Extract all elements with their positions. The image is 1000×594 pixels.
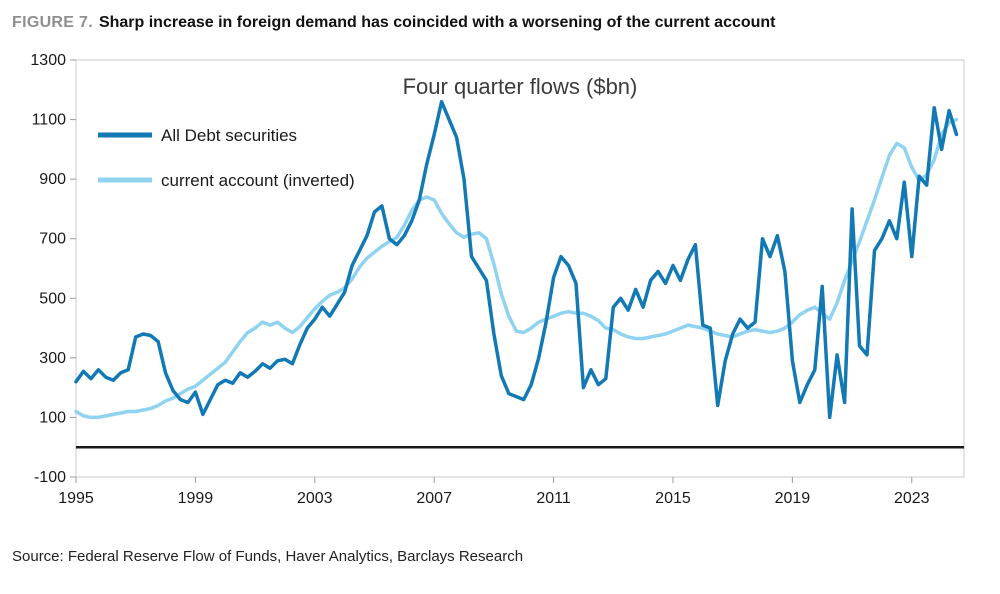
line-chart: -100 100 300 500 700 900 1100 1300 1995 1999 2003 2… xyxy=(14,52,989,532)
series-line-all-debt-securities xyxy=(74,99,959,420)
plot-border xyxy=(75,59,965,478)
x-tick-label: 2023 xyxy=(894,490,930,507)
legend-label-1: current account (inverted) xyxy=(161,171,355,190)
series-line-current-account-inverted xyxy=(74,117,959,420)
x-tick-label: 2003 xyxy=(297,490,333,507)
y-tick-label: 500 xyxy=(39,290,66,307)
y-tick-label: 100 xyxy=(39,409,66,426)
y-tick-label: 300 xyxy=(39,350,66,367)
figure-header: FIGURE 7. Sharp increase in foreign deman… xyxy=(12,12,988,34)
y-tick-label: 1300 xyxy=(30,52,66,69)
x-tick-label: 2019 xyxy=(775,490,811,507)
source-note: Source: Federal Reserve Flow of Funds, H… xyxy=(12,548,524,565)
chart-canvas: -100 100 300 500 700 900 1100 1300 1995 1999 2003 2… xyxy=(30,52,965,507)
x-tick-label: 2011 xyxy=(536,490,571,507)
figure-label: FIGURE 7. xyxy=(12,14,93,31)
y-tick-label: 900 xyxy=(39,171,66,188)
x-tick-label: 1995 xyxy=(58,490,94,507)
figure-title: Sharp increase in foreign demand has coi… xyxy=(98,14,776,31)
y-tick-label: -100 xyxy=(34,469,66,486)
legend-label-0: All Debt securities xyxy=(161,126,297,145)
chart-title: Four quarter flows ($bn) xyxy=(403,74,638,99)
x-tick-label: 1999 xyxy=(178,490,214,507)
y-tick-label: 700 xyxy=(39,231,66,248)
x-tick-label: 2015 xyxy=(655,490,691,507)
y-tick-label: 1100 xyxy=(32,112,67,129)
x-tick-label: 2007 xyxy=(416,490,452,507)
